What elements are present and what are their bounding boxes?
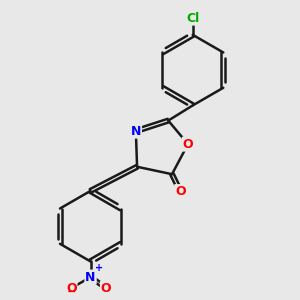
Text: +: + [95, 263, 103, 273]
Text: −: − [67, 287, 76, 297]
Text: N: N [131, 124, 141, 138]
Text: O: O [66, 282, 76, 295]
Text: N: N [85, 271, 96, 284]
Text: O: O [101, 282, 112, 295]
Text: O: O [183, 138, 193, 151]
Text: O: O [175, 185, 186, 198]
Text: Cl: Cl [186, 12, 200, 25]
